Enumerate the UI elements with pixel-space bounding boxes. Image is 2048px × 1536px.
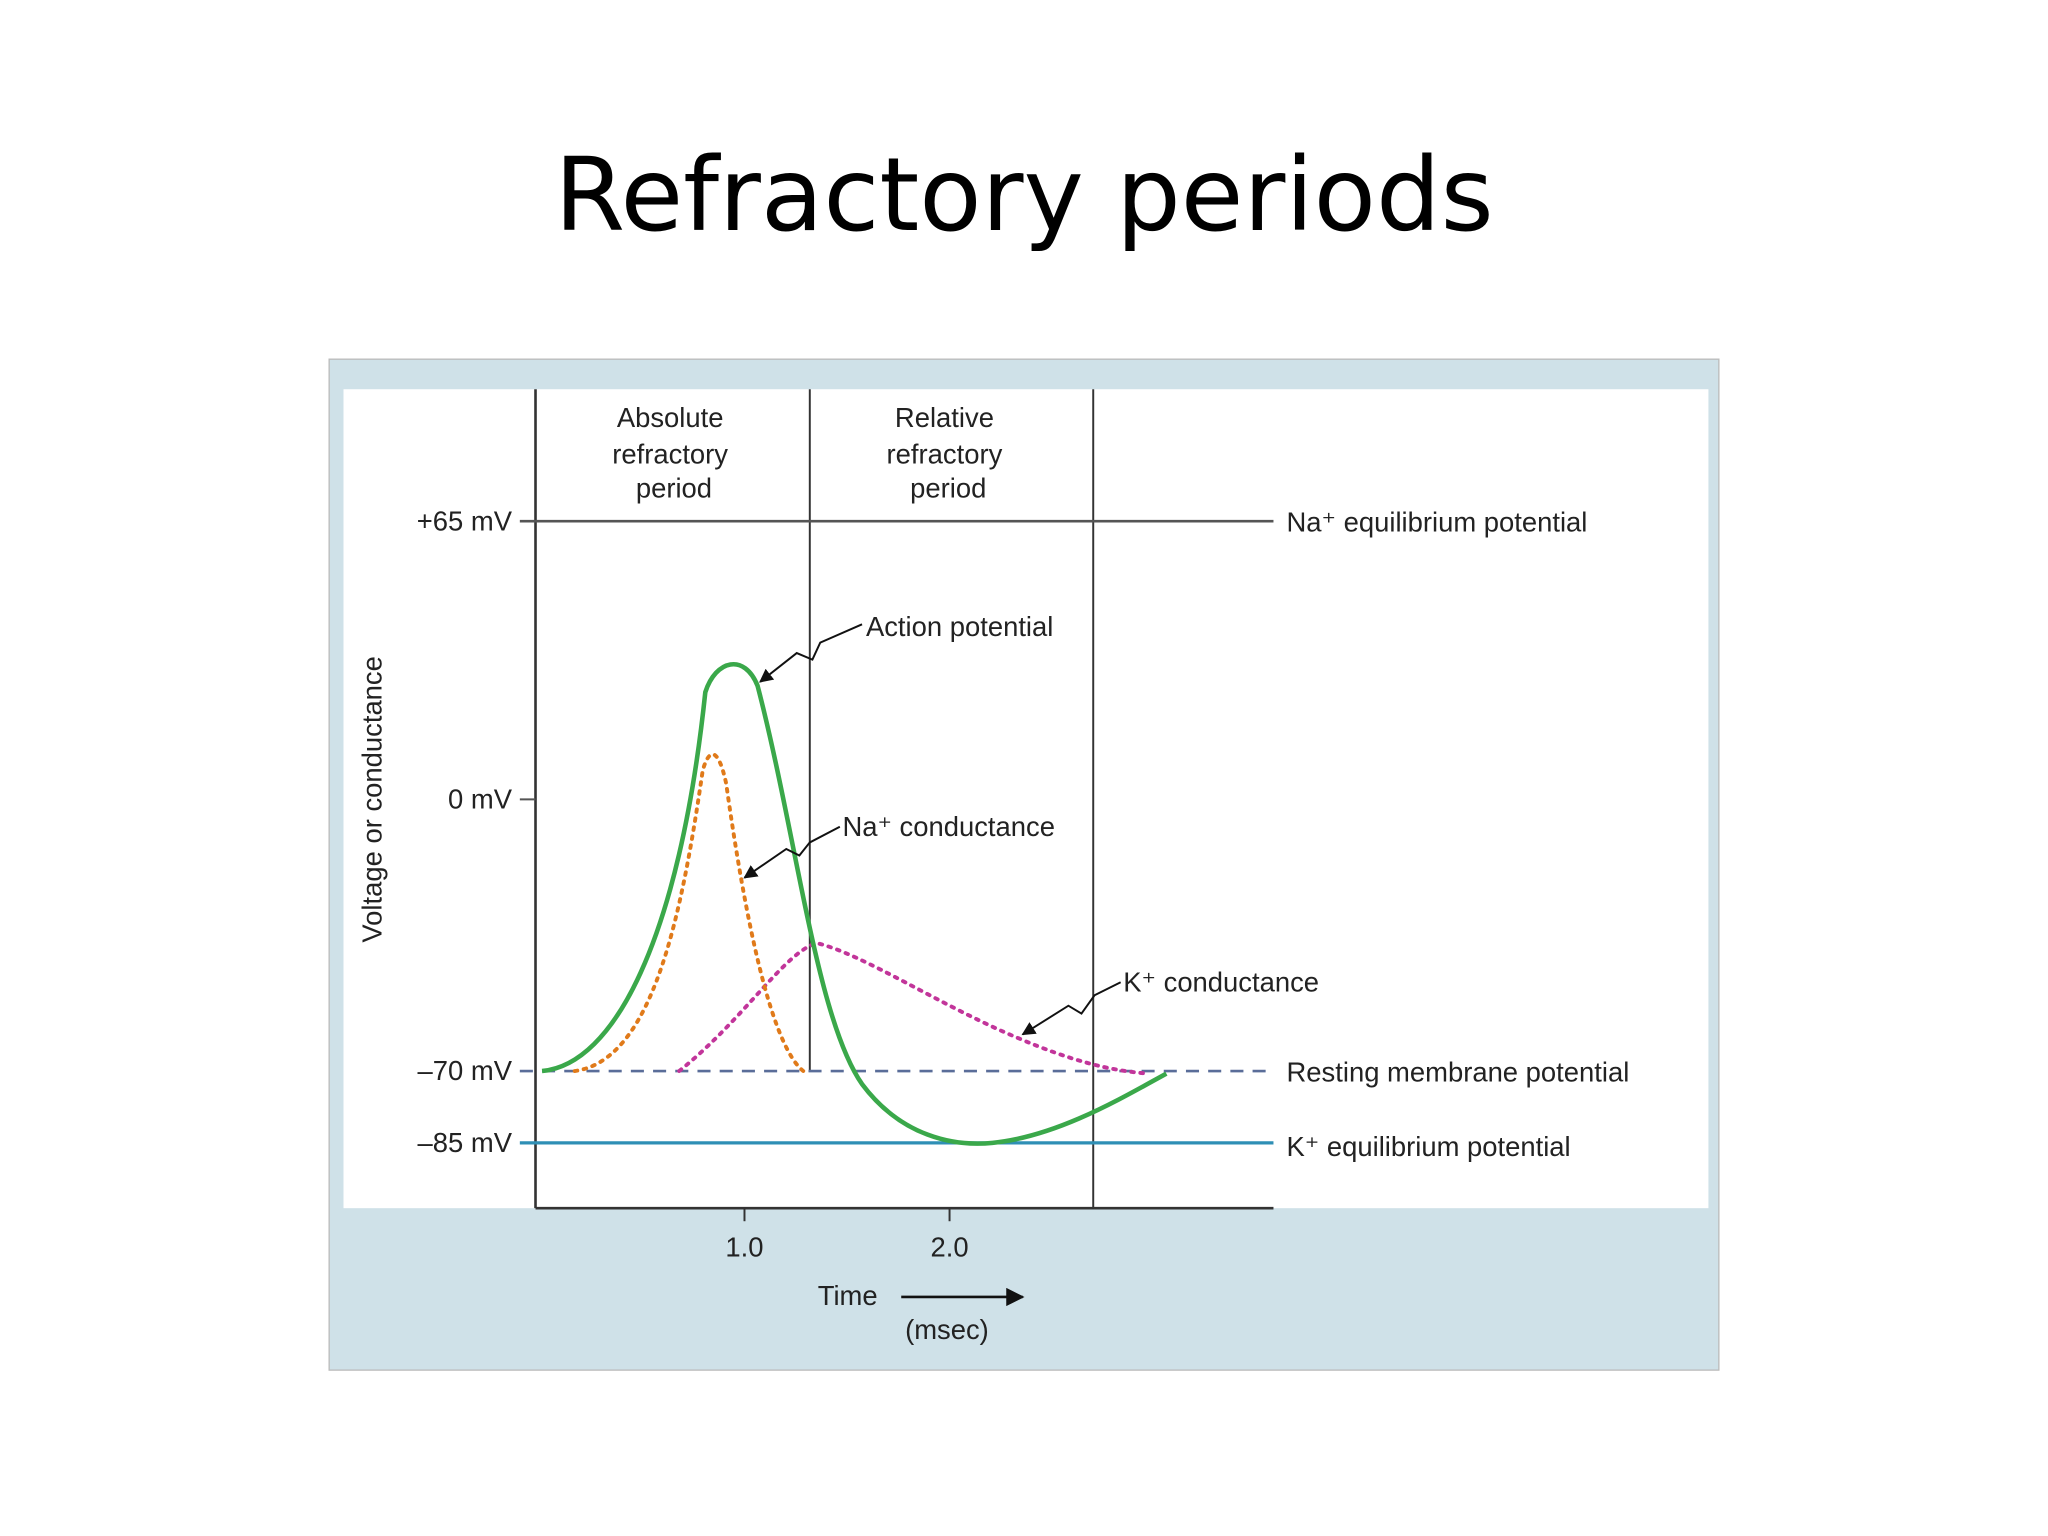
curve-label: K⁺ conductance: [1123, 966, 1319, 997]
curve-label: Action potential: [866, 611, 1053, 642]
y-axis-label: Voltage or conductance: [356, 656, 387, 942]
callout-arrow: [759, 623, 863, 683]
slide-title: Refractory periods: [554, 136, 1493, 255]
period-label: Absolute refractory period: [612, 402, 735, 504]
reference-label: Na⁺ equilibrium potential: [1287, 507, 1588, 538]
curve-label: Na⁺ conductance: [842, 811, 1055, 842]
x-axis-unit: (msec): [905, 1314, 989, 1345]
period-label: Relative refractory period: [887, 402, 1010, 504]
callout-arrow: [743, 825, 841, 879]
callout-arrow: [1021, 981, 1122, 1036]
x-axis-label: Time: [818, 1280, 878, 1311]
k-conductance-curve: [677, 940, 1152, 1076]
reference-label: K⁺ equilibrium potential: [1287, 1131, 1571, 1162]
y-tick-label: +65 mV: [417, 505, 513, 536]
x-tick-label: 2.0: [930, 1231, 968, 1262]
x-tick-label: 1.0: [725, 1231, 763, 1262]
y-tick-label: 0 mV: [448, 783, 513, 814]
y-tick-label: –85 mV: [418, 1127, 513, 1158]
na-conductance-curve: [572, 752, 806, 1073]
y-tick-label: –70 mV: [418, 1055, 513, 1086]
reference-label: Resting membrane potential: [1287, 1056, 1630, 1087]
action-potential-curve: [541, 662, 1168, 1146]
